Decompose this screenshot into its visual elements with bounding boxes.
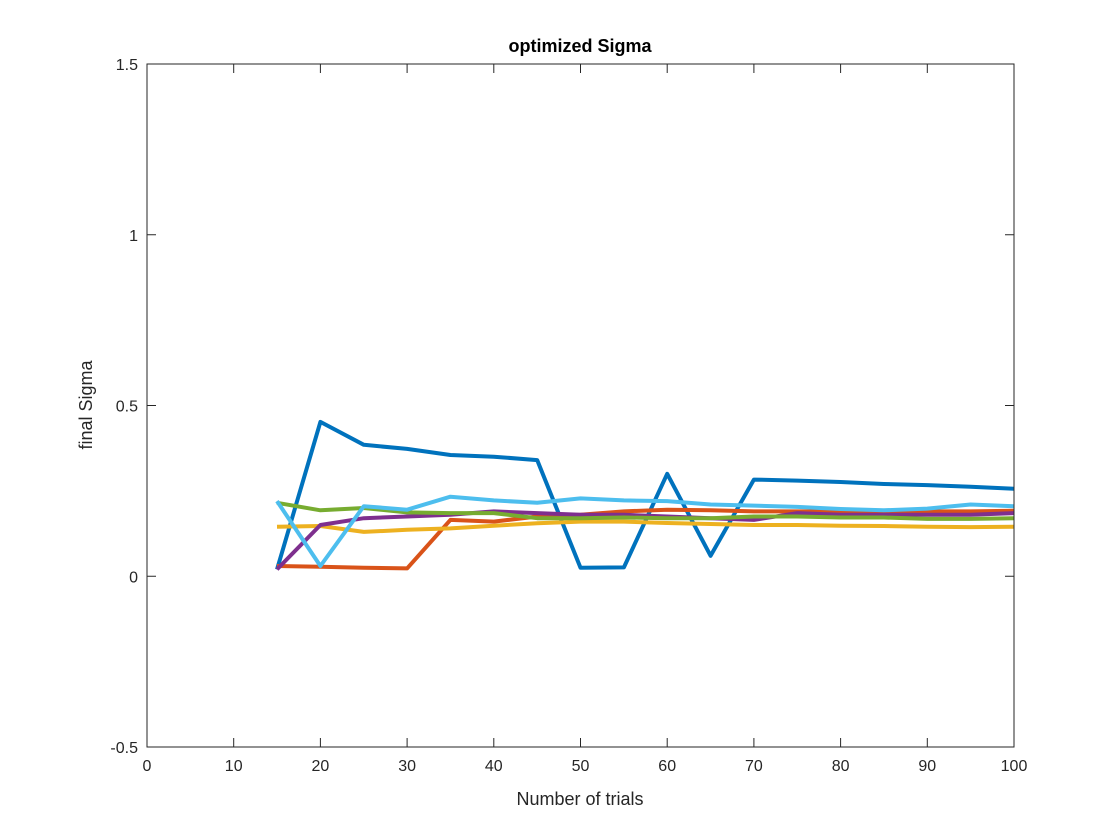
x-tick-label: 30 (398, 758, 416, 775)
x-tick-label: 60 (658, 758, 676, 775)
y-tick-label: 1.5 (116, 57, 138, 74)
x-tick-label: 0 (143, 758, 152, 775)
x-tick-label: 50 (572, 758, 590, 775)
x-axis-label: Number of trials (516, 789, 643, 809)
y-tick-label: 0 (129, 569, 138, 586)
y-tick-label: -0.5 (110, 740, 138, 757)
y-axis: -0.5 0 0.5 1 1.5 (110, 57, 1014, 757)
series-line-1 (275, 419, 1015, 570)
y-tick-label: 1 (129, 228, 138, 245)
axes-box (146, 63, 1015, 748)
x-tick-label: 40 (485, 758, 503, 775)
y-axis-label: final Sigma (76, 359, 96, 449)
series-line-6 (275, 494, 1015, 568)
series-line-3 (276, 519, 1015, 534)
x-axis: 0 10 20 30 40 50 60 70 80 90 100 (143, 64, 1028, 775)
series-layer (275, 419, 1015, 571)
x-tick-label: 100 (1001, 758, 1028, 775)
x-tick-label: 90 (918, 758, 936, 775)
x-tick-label: 80 (832, 758, 850, 775)
chart-title: optimized Sigma (508, 36, 652, 56)
y-tick-label: 0.5 (116, 399, 138, 416)
x-tick-label: 70 (745, 758, 763, 775)
x-tick-label: 20 (312, 758, 330, 775)
series-line-4 (275, 509, 1015, 571)
x-tick-label: 10 (225, 758, 243, 775)
series-line-5 (276, 500, 1015, 521)
